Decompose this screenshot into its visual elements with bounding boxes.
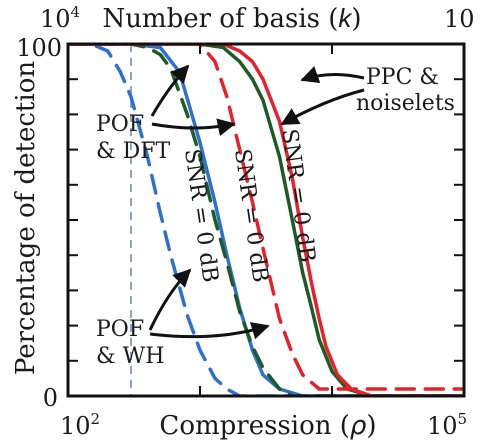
y-axis-label: Percentage of detection <box>11 61 41 375</box>
series-red-dashed-line <box>68 44 464 391</box>
plot-frame <box>66 42 466 398</box>
annotation-pof-dft-line2: & DFT <box>96 139 170 164</box>
annotation-pof-wh-line2: & WH <box>96 344 164 369</box>
arrow-ppc-upper <box>300 66 365 84</box>
arrow-pof-wh-lower <box>149 322 270 340</box>
top-axis-tick-left: 104 <box>40 3 80 33</box>
bottom-axis-title-var: ρ <box>350 411 367 441</box>
bottom-axis-title-suffix: ) <box>366 411 376 441</box>
annotation-pof-dft: POF & DFT <box>96 112 170 164</box>
annotation-pof-dft-line1: POF <box>96 112 144 137</box>
bottom-axis-tick-right-base: 10 <box>427 412 458 440</box>
bottom-axis-tick-left-base: 10 <box>60 412 91 440</box>
bottom-axis-tick-left-exp: 2 <box>91 410 101 428</box>
bottom-axis-tick-right: 105 <box>427 410 467 440</box>
y-tick-label-0: 0 <box>43 384 58 412</box>
y-tick-label-100: 100 <box>16 34 62 62</box>
top-axis-title-prefix: Number of basis ( <box>102 4 338 34</box>
top-axis-title-var: k <box>338 3 353 33</box>
bottom-axis-tick-right-exp: 5 <box>458 410 468 428</box>
series-red-solid-line <box>68 44 464 396</box>
series-green-dashed-line <box>68 44 464 396</box>
snr-label-green: SNR = 0 dB <box>229 147 272 284</box>
annotation-ppc-noiselets-line1: PPC & <box>366 65 439 90</box>
top-axis-tick-left-exp: 4 <box>71 3 81 21</box>
annotation-pof-wh: POF & WH <box>96 317 164 369</box>
arrow-ppc-lower <box>280 88 365 126</box>
annotation-pof-wh-line1: POF <box>96 317 144 342</box>
annotation-ppc-noiselets: PPC & noiselets <box>356 65 455 116</box>
bottom-axis-title-prefix: Compression ( <box>159 411 349 441</box>
snr-label-blue: SNR = 0 dB <box>179 147 222 284</box>
series-blue-dashed-line <box>68 44 464 396</box>
top-axis-title: Number of basis (k) <box>102 3 361 34</box>
arrow-pof-dft-upper <box>150 64 190 117</box>
snr-label-red: SNR = 0 dB <box>276 127 319 264</box>
arrow-pof-wh-upper <box>148 268 192 331</box>
top-axis-tick-left-base: 10 <box>40 5 71 33</box>
top-axis-tick-right: 10 <box>444 5 475 33</box>
bottom-axis-tick-left: 102 <box>60 410 100 440</box>
top-axis-title-suffix: ) <box>351 4 361 34</box>
bottom-axis-title: Compression (ρ) <box>159 411 376 441</box>
series-green-solid-line <box>68 44 464 396</box>
arrow-pof-dft-lower <box>151 118 236 137</box>
annotation-ppc-noiselets-line2: noiselets <box>356 91 455 116</box>
